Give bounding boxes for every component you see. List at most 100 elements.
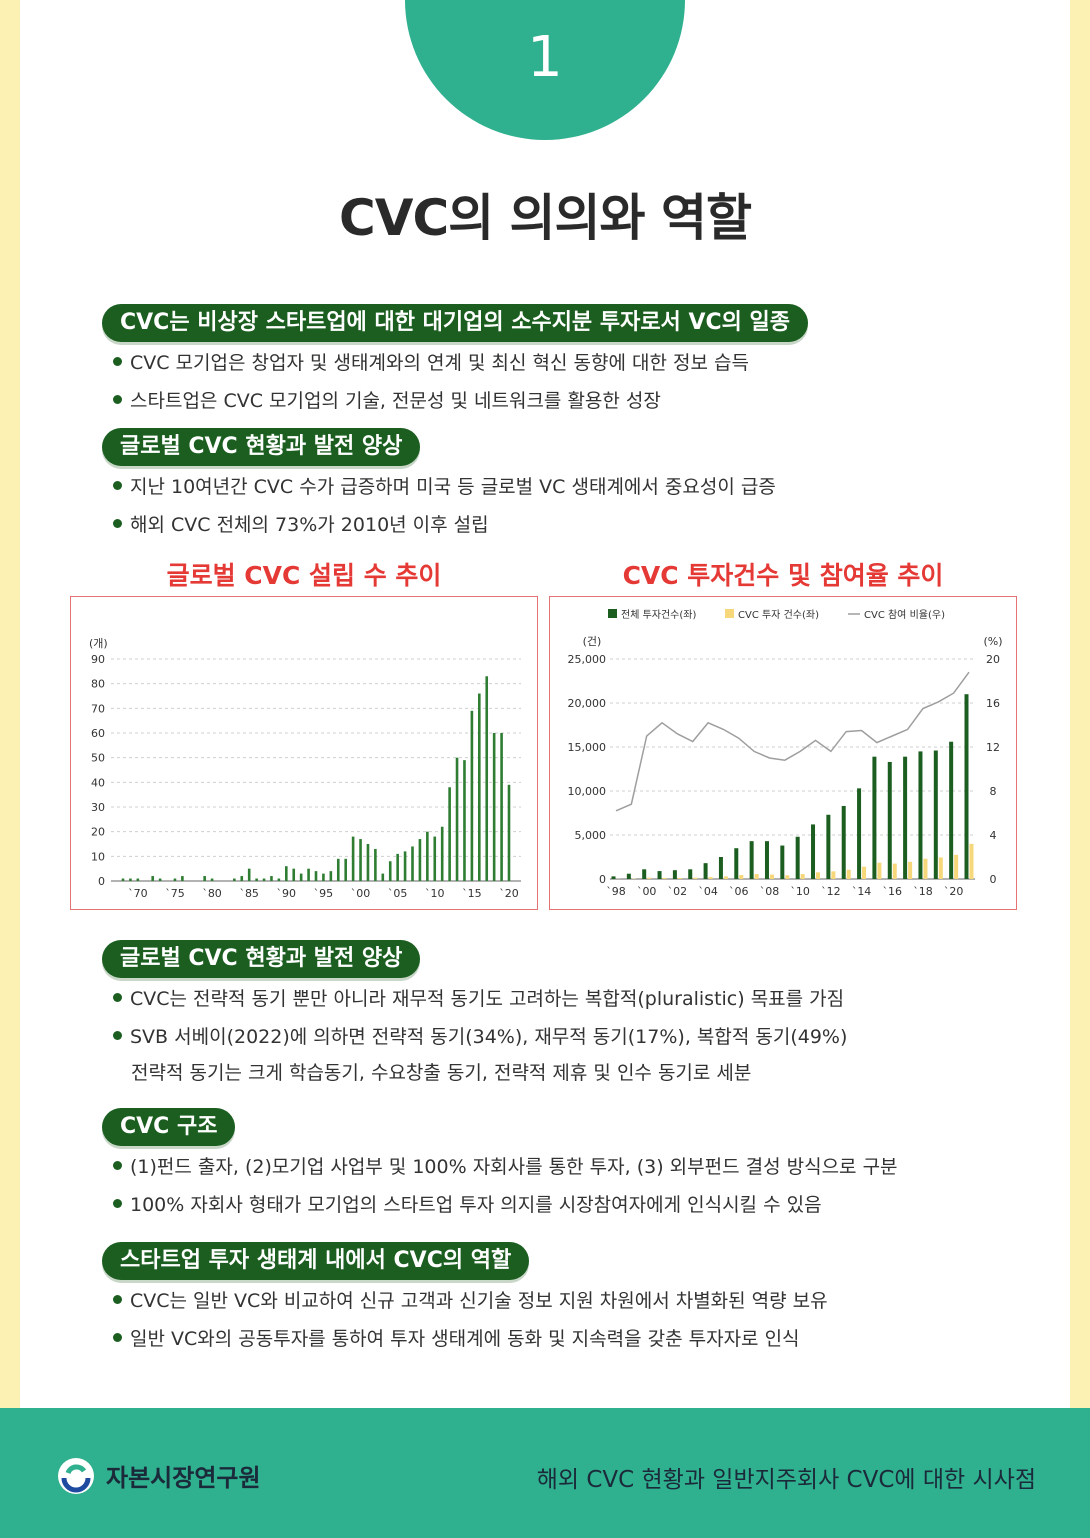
list-item: 지난 10여년간 CVC 수가 급증하며 미국 등 글로벌 VC 생태계에서 중… (113, 472, 776, 499)
bar (121, 878, 125, 881)
bullet-dot-icon (113, 1161, 122, 1170)
bar (344, 858, 347, 881)
list-item: (1)펀드 출자, (2)모기업 사업부 및 100% 자회사를 통한 투자, … (113, 1152, 898, 1179)
x-tick-label: `95 (314, 887, 334, 900)
bar-cvc (846, 869, 851, 879)
bar-total (657, 871, 662, 879)
legend-swatch (608, 609, 617, 618)
badge-number: 1 (527, 25, 563, 90)
chart2-title: CVC 투자건수 및 참여율 추이 (622, 561, 944, 590)
bullet-dot-icon (113, 357, 122, 366)
legend-label: CVC 투자 건수(좌) (738, 609, 819, 621)
y-tick-label: 60 (91, 727, 105, 740)
bar (136, 878, 140, 881)
bar-total (749, 841, 754, 879)
bar (411, 846, 414, 881)
y-right-tick-label: 12 (986, 741, 1000, 754)
x-tick-label: `10 (790, 885, 810, 898)
x-tick-label: `00 (637, 885, 657, 898)
x-tick-label: `18 (913, 885, 933, 898)
bar (210, 878, 214, 881)
bar-cvc (785, 875, 790, 879)
bar-cvc (938, 857, 943, 879)
chart1-title: 글로벌 CVC 설립 수 추이 (166, 561, 442, 590)
y-tick-label: 50 (91, 752, 105, 765)
bar-cvc (877, 862, 882, 879)
bar (270, 876, 273, 881)
legend-label: CVC 참여 비율(우) (864, 609, 945, 621)
list-item: SVB 서베이(2022)에 의하면 전략적 동기(34%), 재무적 동기(1… (113, 1022, 847, 1049)
bar (374, 848, 377, 881)
bar (426, 831, 429, 881)
y-left-tick-label: 10,000 (568, 785, 607, 798)
bar-total (918, 751, 923, 879)
bar (485, 676, 489, 881)
legend-swatch (725, 609, 734, 618)
x-tick-label: `20 (499, 887, 519, 900)
y-tick-label: 30 (91, 801, 105, 814)
list-item: 100% 자회사 형태가 모기업의 스타트업 투자 의지를 시장참여자에게 인식… (113, 1190, 822, 1217)
y-right-tick-label: 8 (990, 785, 997, 798)
bar (336, 858, 340, 881)
bar (478, 693, 481, 881)
list-item: CVC는 일반 VC와 비교하여 신규 고객과 신기술 정보 지원 차원에서 차… (113, 1286, 828, 1313)
bar (396, 853, 399, 881)
section-heading: CVC는 비상장 스타트업에 대한 대기업의 소수지분 투자로서 VC의 일종 (102, 304, 809, 342)
bar-cvc (892, 863, 897, 879)
y-tick-label: 0 (98, 875, 105, 888)
page-title: CVC의 의의와 역할 (339, 189, 752, 247)
section-heading: 스타트업 투자 생태계 내에서 CVC의 역할 (102, 1242, 530, 1280)
bar-total (949, 741, 954, 879)
bar (247, 868, 251, 881)
bar-total (826, 814, 831, 879)
y-right-tick-label: 16 (986, 697, 1000, 710)
bar-cvc (754, 874, 759, 879)
y-left-tick-label: 5,000 (575, 829, 607, 842)
y-tick-label: 70 (91, 702, 105, 715)
bar (240, 876, 244, 881)
list-item-continuation: 전략적 동기는 크게 학습동기, 수요창출 동기, 전략적 제휴 및 인수 동기… (131, 1062, 752, 1084)
bar-cvc (723, 876, 728, 879)
line-cvc-ratio (615, 671, 970, 812)
bar (203, 876, 206, 881)
bar (299, 873, 303, 881)
bar (492, 733, 496, 881)
report-title: 해외 CVC 현황과 일반지주회사 CVC에 대한 시사점 (536, 1467, 1036, 1493)
bar-total (703, 863, 708, 879)
bar (255, 878, 258, 881)
bar-total (857, 788, 862, 879)
section-heading: 글로벌 CVC 현황과 발전 양상 (102, 428, 421, 466)
legend-label: 전체 투자건수(좌) (621, 609, 696, 621)
x-tick-label: `02 (668, 885, 688, 898)
y-right-tick-label: 4 (990, 829, 997, 842)
list-item: 일반 VC와의 공동투자를 통하여 투자 생태계에 동화 및 지속력을 갖춘 투… (113, 1324, 800, 1351)
bar (285, 866, 288, 881)
x-tick-label: `00 (351, 887, 371, 900)
bar (329, 871, 333, 881)
y-tick-label: 90 (91, 653, 105, 666)
bar-cvc (647, 877, 652, 879)
bar (381, 873, 385, 881)
bar-cvc (708, 877, 713, 879)
x-tick-label: `80 (202, 887, 222, 900)
y-left-tick-label: 0 (599, 873, 606, 886)
institute-name: 자본시장연구원 (106, 1464, 261, 1492)
bar (262, 878, 266, 881)
bar-total (933, 750, 938, 879)
bar-total (672, 870, 677, 879)
bullet-dot-icon (113, 519, 122, 528)
x-tick-label: `85 (239, 887, 259, 900)
y-right-tick-label: 0 (990, 873, 997, 886)
bar (463, 760, 466, 881)
bar-cvc (908, 861, 913, 879)
bar-cvc (769, 874, 774, 879)
y-left-tick-label: 15,000 (568, 741, 607, 754)
x-tick-label: `90 (277, 887, 297, 900)
x-tick-label: `75 (165, 887, 185, 900)
x-tick-label: `12 (821, 885, 841, 898)
y-left-tick-label: 25,000 (568, 653, 607, 666)
bar (455, 757, 459, 881)
list-item: CVC는 전략적 동기 뿐만 아니라 재무적 동기도 고려하는 복합적(plur… (113, 984, 844, 1011)
y-axis-unit: (개) (89, 637, 108, 650)
x-tick-label: `10 (425, 887, 445, 900)
